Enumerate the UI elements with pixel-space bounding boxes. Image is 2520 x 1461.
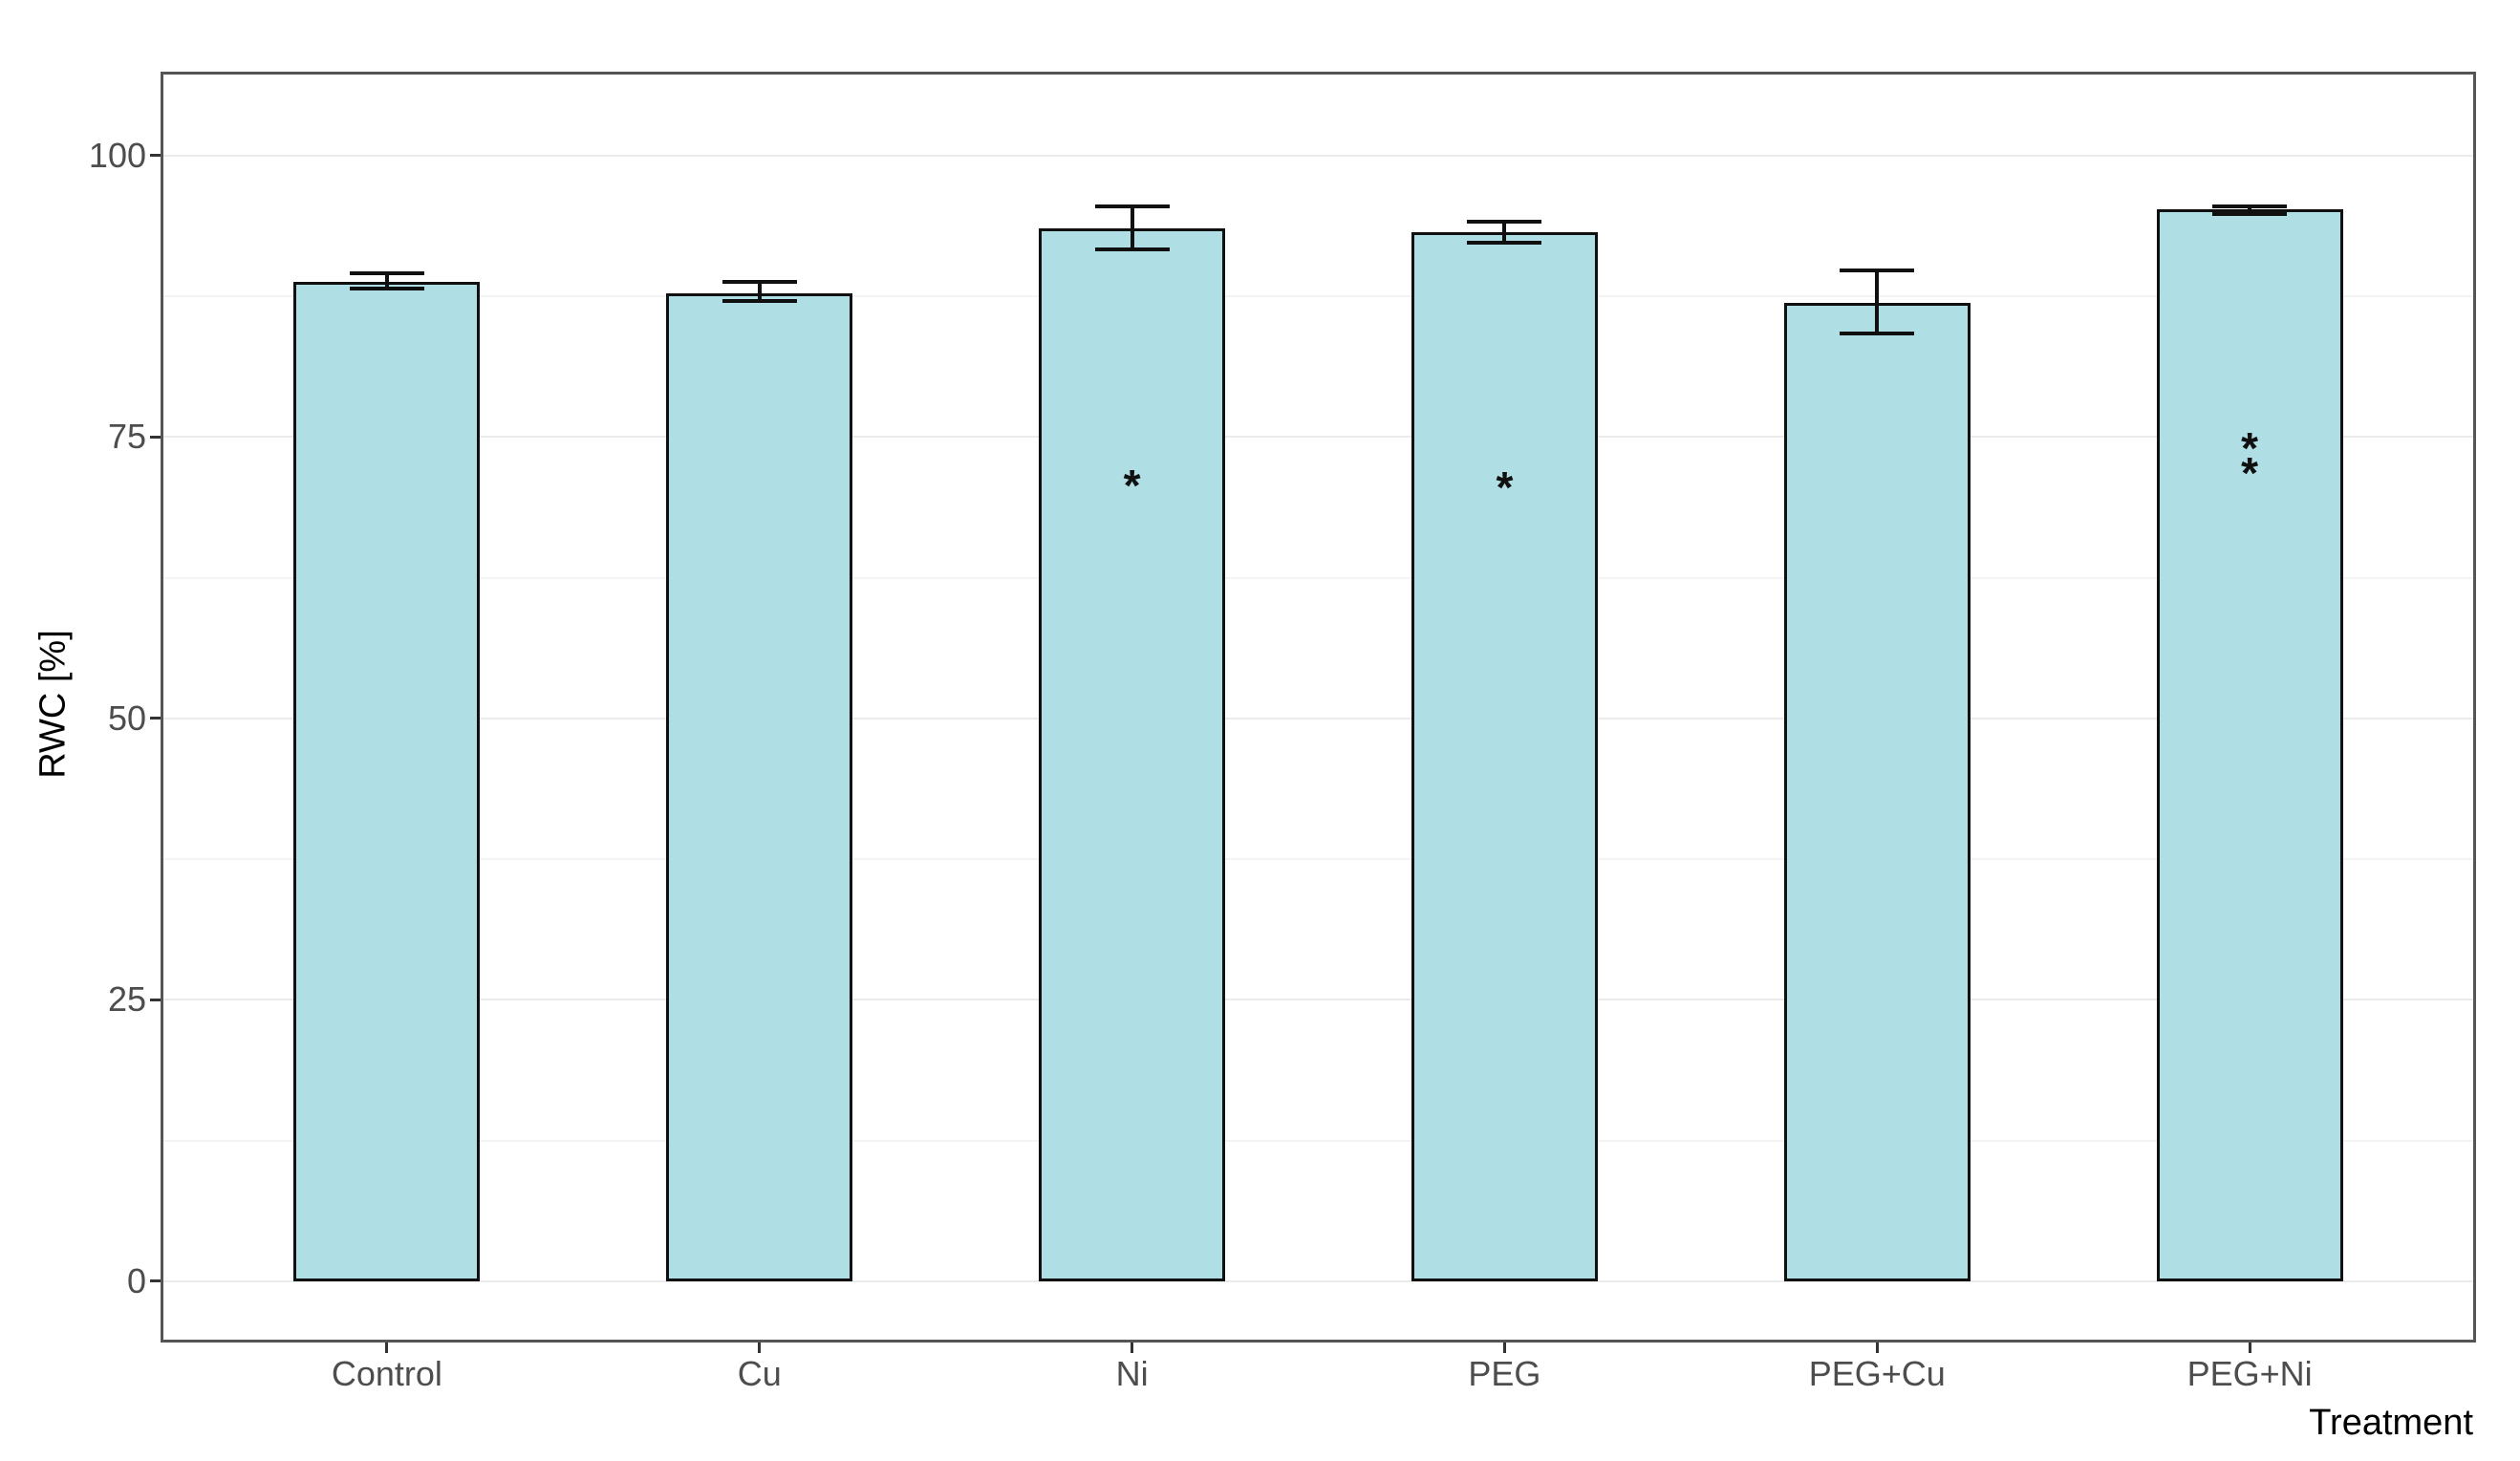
bar-peg	[1411, 231, 1598, 1281]
x-tick-label-cu: Cu	[737, 1354, 782, 1393]
gridline-major	[163, 999, 2473, 1001]
bars-layer	[163, 75, 2473, 1340]
y-tick-mark	[150, 998, 161, 1001]
x-tick-mark	[758, 1343, 762, 1353]
errorbar-cap-upper	[349, 271, 424, 276]
x-tick-label-ni: Ni	[1115, 1354, 1149, 1393]
errorbar-cap-lower	[1467, 240, 1542, 245]
errorbar-cap-upper	[2212, 204, 2288, 208]
y-axis-title: RWC [%]	[32, 630, 74, 779]
y-tick-mark	[150, 435, 161, 439]
x-tick-mark	[385, 1343, 389, 1353]
gridline-major	[163, 717, 2473, 720]
errorbar-line	[757, 281, 762, 301]
y-tick-label: 0	[126, 1260, 146, 1300]
significance-asterisk: *	[1496, 462, 1514, 513]
significance-asterisk: *	[1123, 460, 1141, 510]
gridline-minor	[163, 858, 2473, 861]
gridline-minor	[163, 1139, 2473, 1142]
x-tick-label-peg-ni: PEG+Ni	[2186, 1354, 2313, 1393]
errorbar-line	[384, 273, 389, 289]
x-tick-label-peg-cu: PEG+Cu	[1808, 1354, 1946, 1393]
bar-peg-cu	[1783, 303, 1971, 1281]
errorbar-cap-upper	[1094, 204, 1170, 208]
gridline-minor	[163, 576, 2473, 579]
bar-peg-ni	[2156, 209, 2343, 1281]
errorbar-cap-upper	[722, 279, 797, 284]
errorbar-cap-lower	[1094, 247, 1170, 251]
bar-cu	[666, 292, 853, 1281]
errorbar-line	[2248, 205, 2252, 215]
errorbar-line	[1130, 205, 1134, 249]
errorbar-cap-upper	[1467, 220, 1542, 225]
bar-ni	[1039, 228, 1226, 1281]
x-tick-mark	[2248, 1343, 2251, 1353]
x-tick-label-control: Control	[331, 1354, 442, 1393]
gridlines-layer	[163, 75, 2473, 1340]
y-tick-mark	[150, 717, 161, 720]
significance-asterisk: *	[2241, 422, 2259, 473]
errorbar-cap-lower	[1840, 331, 1915, 335]
annotations-layer: * * * *	[163, 75, 2473, 1340]
y-tick-label: 75	[107, 417, 146, 457]
errorbar-cap-lower	[349, 286, 424, 290]
x-tick-mark	[1131, 1343, 1134, 1353]
x-tick-label-peg: PEG	[1468, 1354, 1541, 1393]
errorbars-layer	[163, 75, 2473, 1340]
errorbar-line	[1502, 222, 1507, 243]
x-tick-mark	[1875, 1343, 1879, 1353]
plot-panel: * * * *	[161, 72, 2476, 1343]
errorbar-cap-upper	[1840, 268, 1915, 272]
gridline-minor	[163, 295, 2473, 298]
gridline-major	[163, 1279, 2473, 1282]
y-tick-label: 100	[88, 135, 146, 175]
bar-control	[293, 281, 481, 1281]
errorbar-cap-lower	[2212, 212, 2288, 217]
errorbar-line	[1875, 269, 1880, 333]
significance-asterisk: *	[2241, 447, 2259, 498]
y-tick-mark	[150, 1279, 161, 1283]
x-axis-title: Treatment	[2309, 1403, 2473, 1443]
gridline-major	[163, 436, 2473, 439]
gridline-major	[163, 154, 2473, 157]
errorbar-cap-lower	[722, 298, 797, 303]
y-tick-mark	[150, 154, 161, 158]
y-tick-label: 50	[107, 698, 146, 738]
x-tick-mark	[1502, 1343, 1506, 1353]
y-tick-label: 25	[107, 979, 146, 1020]
